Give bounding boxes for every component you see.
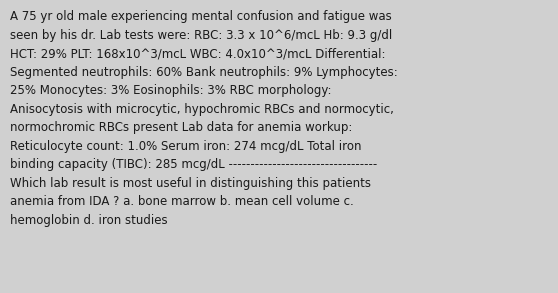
Text: A 75 yr old male experiencing mental confusion and fatigue was
seen by his dr. L: A 75 yr old male experiencing mental con… xyxy=(10,10,398,227)
